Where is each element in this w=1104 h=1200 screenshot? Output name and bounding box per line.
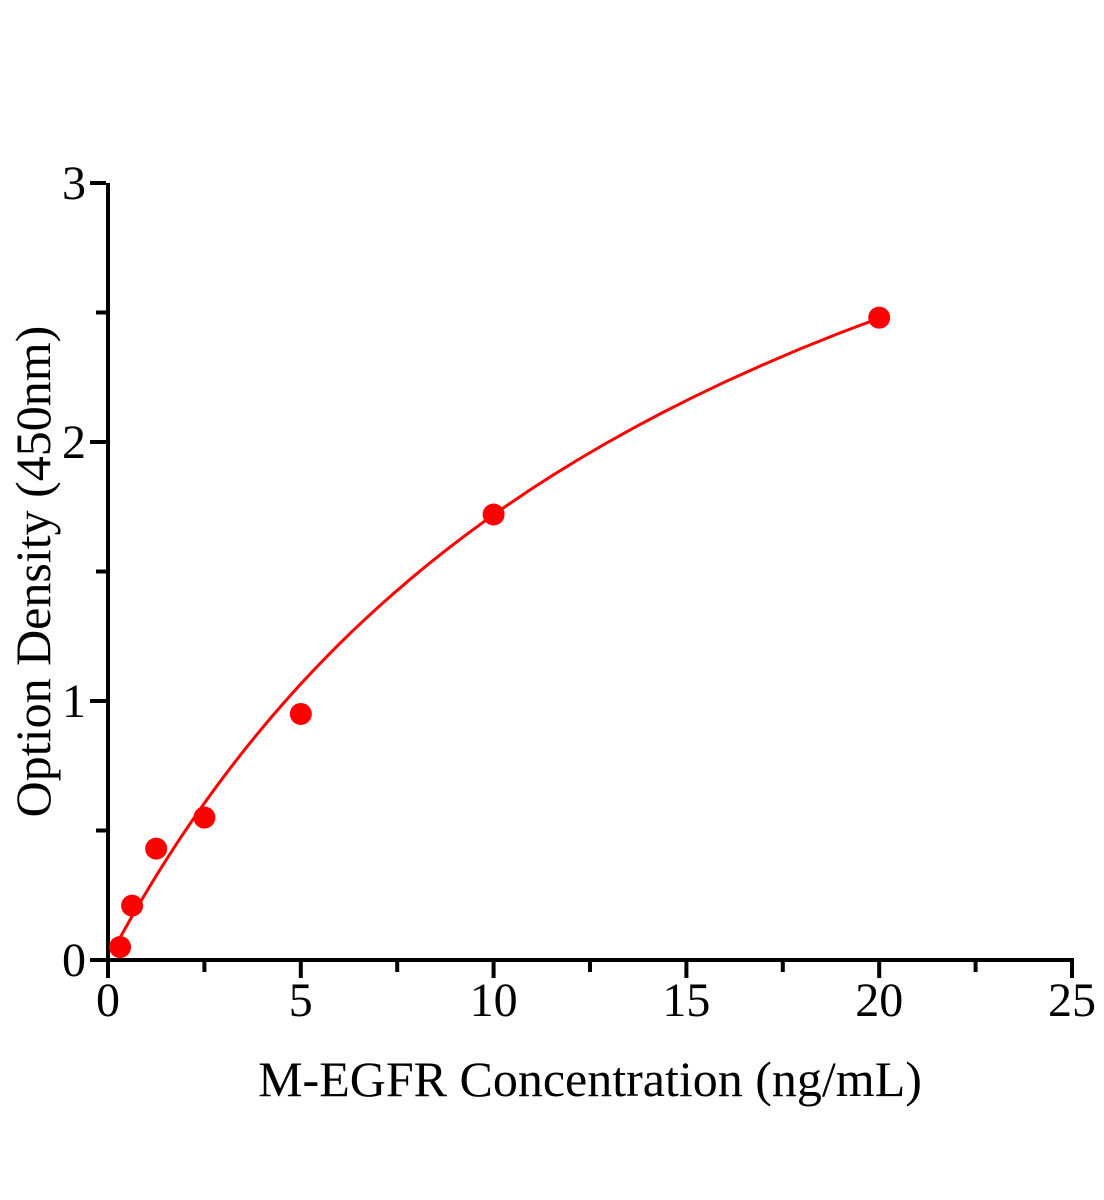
x-tick-label: 25 [1048, 974, 1096, 1027]
x-tick-label: 0 [96, 974, 120, 1027]
y-tick-label: 2 [62, 416, 86, 469]
y-axis-title: Option Density (450nm) [5, 326, 61, 818]
data-point [121, 894, 144, 917]
y-tick-label: 1 [62, 675, 86, 728]
y-tick-label: 3 [62, 157, 86, 210]
x-tick-label: 5 [289, 974, 313, 1027]
data-point [109, 936, 132, 959]
y-tick-label: 0 [62, 934, 86, 987]
x-axis-title: M-EGFR Concentration (ng/mL) [258, 1051, 922, 1107]
x-tick-label: 15 [662, 974, 710, 1027]
data-point [482, 503, 505, 526]
x-tick-label: 10 [470, 974, 518, 1027]
data-point [868, 306, 891, 329]
data-point [145, 837, 168, 860]
x-tick-label: 20 [855, 974, 903, 1027]
data-point [193, 806, 216, 829]
fit-curve [111, 316, 881, 952]
data-point [289, 702, 312, 725]
